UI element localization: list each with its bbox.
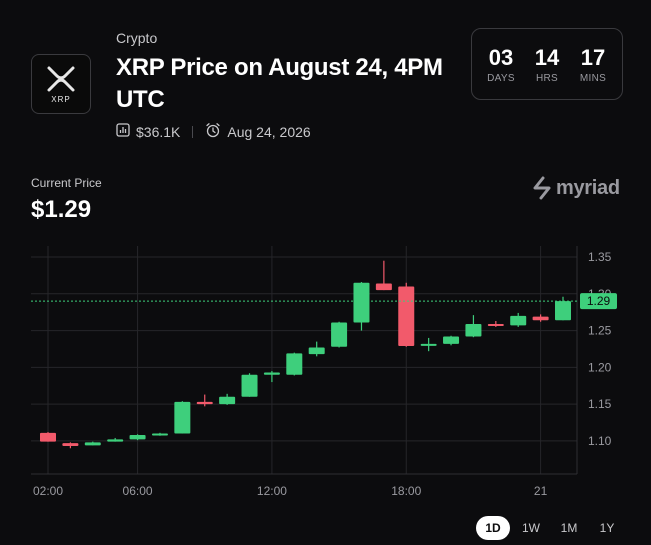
candle[interactable]: [219, 393, 236, 405]
logo-label: XRP: [51, 95, 71, 104]
candle-body: [84, 442, 101, 446]
candle[interactable]: [241, 373, 258, 397]
volume-chart-icon: [116, 123, 130, 140]
x-tick-label: 12:00: [257, 484, 287, 498]
range-button-1w[interactable]: 1W: [522, 521, 540, 535]
myriad-logo-icon: [533, 176, 551, 200]
candle[interactable]: [151, 432, 168, 436]
y-tick-label: 1.10: [588, 434, 612, 448]
countdown-mins: 17 MINS: [571, 45, 615, 84]
candle[interactable]: [487, 321, 504, 327]
alarm-clock-icon: [205, 122, 221, 141]
candle[interactable]: [465, 315, 482, 338]
candle-body: [263, 372, 280, 375]
countdown-days: 03 DAYS: [479, 45, 523, 84]
brand-name: myriad: [556, 176, 620, 199]
hours-value: 14: [534, 44, 560, 70]
candle-body: [353, 282, 370, 323]
candle-body: [196, 401, 213, 405]
page-title: XRP Price on August 24, 4PM UTC: [116, 54, 443, 113]
range-button-1m[interactable]: 1M: [560, 521, 578, 535]
current-price-tag-label: 1.29: [587, 294, 611, 308]
candle-body: [532, 316, 549, 321]
candle[interactable]: [353, 282, 370, 331]
current-price-label: Current Price: [31, 176, 102, 190]
range-selector: 1D 1W 1M 1Y: [476, 516, 628, 540]
candle[interactable]: [286, 352, 303, 376]
candle-body: [241, 374, 258, 397]
volume-value: $36.1K: [136, 123, 181, 140]
countdown-timer: 03 DAYS 14 HRS 17 MINS: [471, 28, 623, 100]
market-meta: $36.1K Aug 24, 2026: [116, 122, 311, 141]
y-tick-label: 1.15: [588, 397, 612, 411]
y-tick-label: 1.35: [588, 250, 612, 264]
candle[interactable]: [420, 337, 437, 352]
candle-body: [510, 315, 527, 326]
candle[interactable]: [84, 441, 101, 446]
candle-body: [555, 301, 571, 321]
days-value: 03: [488, 44, 514, 70]
market-category[interactable]: Crypto: [116, 30, 158, 46]
brand-logo[interactable]: myriad: [532, 176, 620, 200]
candle-body: [174, 401, 191, 434]
candle[interactable]: [398, 282, 415, 347]
candle-body: [375, 283, 392, 291]
candle[interactable]: [308, 341, 325, 357]
y-tick-label: 1.20: [588, 360, 612, 374]
candle-body: [129, 435, 146, 440]
candle-body: [151, 433, 168, 436]
y-tick-label: 1.25: [588, 324, 612, 338]
candle[interactable]: [40, 432, 56, 442]
candle[interactable]: [555, 296, 571, 321]
candle-body: [219, 396, 236, 405]
candle-body: [420, 343, 437, 346]
range-button-1d[interactable]: 1D: [476, 516, 510, 540]
candle[interactable]: [510, 312, 527, 327]
meta-divider: [192, 125, 194, 138]
mins-value: 17: [580, 44, 606, 70]
end-date: Aug 24, 2026: [227, 123, 311, 140]
current-price-tag: [580, 293, 617, 310]
candle-body: [286, 353, 303, 375]
range-button-1y[interactable]: 1Y: [599, 521, 615, 535]
candle[interactable]: [62, 442, 79, 449]
mins-label: MINS: [579, 72, 607, 84]
candle-body: [398, 286, 415, 347]
candle-body: [443, 336, 460, 344]
market-logo: XRP: [31, 54, 91, 114]
candle[interactable]: [375, 260, 392, 291]
xrp-logo-icon: [47, 66, 75, 92]
candle-body: [40, 432, 56, 442]
candle[interactable]: [263, 371, 280, 383]
hours-label: HRS: [535, 72, 558, 84]
price-chart[interactable]: 1.101.151.201.251.301.3502:0006:0012:001…: [0, 240, 651, 505]
candle-body: [465, 323, 482, 337]
candle-body: [308, 347, 325, 355]
candle[interactable]: [532, 314, 549, 322]
candle-body: [331, 322, 348, 347]
x-tick-label: 21: [534, 484, 548, 498]
candle[interactable]: [331, 321, 348, 348]
days-label: DAYS: [487, 72, 515, 84]
candle-body: [487, 323, 504, 326]
x-tick-label: 18:00: [391, 484, 421, 498]
current-price-value: $1.29: [31, 196, 92, 223]
candle[interactable]: [196, 394, 213, 407]
candle[interactable]: [443, 335, 460, 346]
countdown-hours: 14 HRS: [525, 45, 569, 84]
candle-body: [62, 443, 79, 447]
candle[interactable]: [129, 434, 146, 441]
candle[interactable]: [174, 401, 191, 434]
x-tick-label: 06:00: [123, 484, 153, 498]
candle-body: [107, 439, 124, 442]
x-tick-label: 02:00: [33, 484, 63, 498]
candle[interactable]: [107, 437, 124, 442]
